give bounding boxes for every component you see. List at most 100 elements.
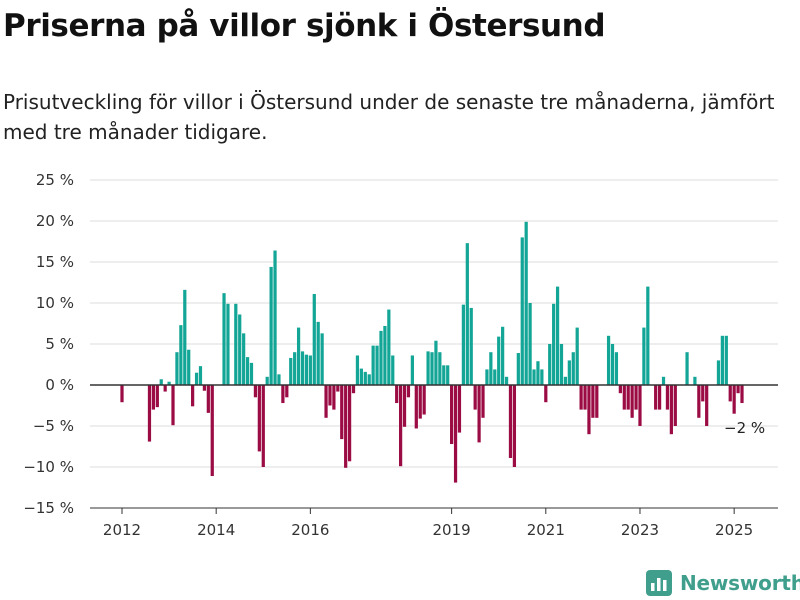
y-tick-label: 20 %: [36, 212, 74, 230]
y-axis-tick-labels: 25 % 20 % 15 % 10 % 5 % 0 % −5 % −10 % −15 %: [23, 171, 74, 517]
bar: [289, 357, 293, 385]
bar: [630, 385, 634, 418]
bar: [614, 352, 619, 385]
bar: [591, 385, 595, 418]
bar: [497, 336, 501, 385]
bar: [685, 352, 689, 385]
bar: [222, 293, 226, 385]
bar: [430, 352, 434, 385]
bar: [575, 327, 579, 385]
bar: [622, 385, 626, 410]
bar: [410, 355, 414, 385]
y-tick-label: 25 %: [36, 171, 74, 189]
bars: [120, 221, 744, 483]
bar: [548, 344, 552, 385]
bar: [559, 344, 564, 385]
bar: [583, 385, 587, 410]
bar: [693, 376, 697, 385]
bar: [151, 385, 155, 410]
bar: [642, 327, 646, 385]
newsworthy-brand: Newsworthy: [646, 570, 800, 596]
bar: [665, 385, 670, 410]
x-tick-label: 2019: [433, 521, 471, 539]
bar: [257, 385, 261, 452]
bar: [453, 385, 458, 483]
bar: [669, 385, 673, 435]
bar: [504, 376, 509, 385]
y-tick-label: −10 %: [23, 458, 74, 476]
bar: [555, 286, 560, 385]
bar: [210, 385, 214, 477]
bar: [418, 385, 422, 419]
bar: [450, 385, 454, 445]
bar: [532, 369, 536, 385]
bar: [202, 385, 207, 391]
bar: [673, 385, 677, 426]
bar: [579, 385, 583, 410]
bar: [336, 385, 340, 392]
bar: [524, 221, 528, 385]
bar: [273, 250, 277, 385]
bar: [371, 345, 375, 385]
bar: [187, 349, 191, 385]
bar: [308, 355, 312, 385]
bar: [395, 385, 399, 404]
bar: [465, 243, 469, 385]
bar: [493, 369, 497, 385]
y-tick-label: −15 %: [23, 499, 74, 517]
bar: [399, 385, 403, 467]
bar: [238, 314, 242, 385]
bar: [461, 304, 465, 385]
bar: [728, 385, 732, 402]
y-tick-label: 5 %: [45, 335, 74, 353]
bar: [226, 303, 230, 385]
bar: [183, 289, 187, 385]
x-tick-label: 2021: [527, 521, 565, 539]
bar: [281, 385, 285, 404]
bar: [387, 309, 391, 385]
bar: [245, 357, 250, 385]
y-tick-label: −5 %: [33, 417, 74, 435]
bar: [571, 352, 575, 385]
bar: [163, 385, 167, 392]
bar: [646, 286, 650, 385]
bar: [155, 385, 159, 408]
bar: [147, 385, 152, 442]
bar: [516, 353, 520, 385]
bar: [355, 355, 360, 385]
bar: [634, 385, 638, 410]
bar: [391, 355, 395, 385]
bar: [606, 335, 611, 385]
chart-subtitle: Prisutveckling för villor i Östersund un…: [3, 90, 775, 144]
last-value-label: −2 %: [724, 419, 765, 437]
bar: [198, 366, 203, 385]
bar: [344, 385, 348, 468]
bar: [383, 325, 387, 385]
bar: [716, 360, 721, 385]
bar: [457, 385, 462, 433]
bar: [501, 326, 505, 385]
x-axis-ticks: 2012 2014 2016 2019 2021 2023 2025: [103, 508, 753, 539]
bar: [552, 303, 556, 385]
bar: [167, 381, 171, 385]
bar: [595, 385, 599, 418]
bar: [194, 372, 199, 385]
bar: [485, 369, 489, 385]
bar: [375, 345, 379, 385]
bar: [724, 335, 728, 385]
bar: [191, 385, 195, 407]
bar: [697, 385, 701, 418]
bar: [363, 371, 367, 385]
bar: [179, 325, 183, 385]
bar: [481, 385, 485, 418]
bar: [293, 352, 297, 385]
chart-title: Priserna på villor sjönk i Östersund: [3, 8, 606, 44]
bar: [563, 376, 568, 385]
bar: [528, 303, 532, 385]
bar: [249, 362, 254, 385]
bar: [587, 385, 591, 435]
bar: [520, 237, 524, 385]
bar: [657, 385, 662, 410]
bar: [626, 385, 630, 410]
x-tick-label: 2025: [715, 521, 753, 539]
